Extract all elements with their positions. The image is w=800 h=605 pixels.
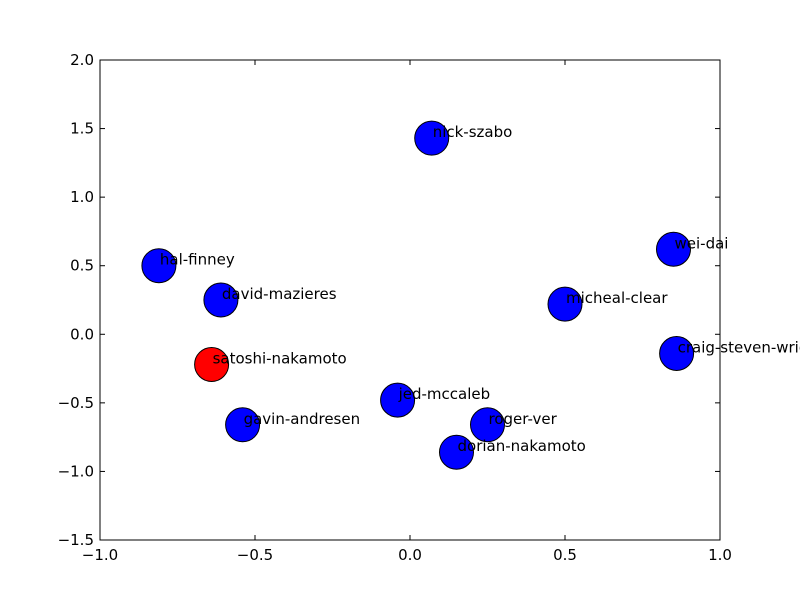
data-point-satoshi-nakamoto — [194, 346, 230, 382]
data-point-wei-dai — [656, 231, 691, 267]
y-tick-label: 0.5 — [70, 257, 94, 275]
data-point-micheal-clear — [547, 286, 583, 322]
point-label-wei-dai: wei-dai — [675, 234, 729, 252]
data-point-jed-mccaleb — [380, 382, 416, 418]
point-label-micheal-clear: micheal-clear — [566, 289, 668, 307]
y-tick-label: −0.5 — [58, 394, 94, 412]
point-label-satoshi-nakamoto: satoshi-nakamoto — [213, 349, 347, 367]
y-tick-label: −1.0 — [58, 462, 94, 480]
point-label-david-mazieres: david-mazieres — [222, 285, 337, 303]
y-tick-label: 1.0 — [70, 188, 94, 206]
data-point-craig-steven-wright — [659, 335, 695, 371]
x-tick-label: 0.0 — [398, 546, 422, 564]
y-tick-label: 1.5 — [70, 120, 94, 138]
y-tick-label: 0.0 — [70, 325, 94, 343]
x-tick-label: −0.5 — [237, 546, 273, 564]
data-point-dorian-nakamoto — [439, 434, 474, 470]
data-point-gavin-andresen — [225, 407, 261, 443]
point-label-gavin-andresen: gavin-andresen — [244, 410, 361, 428]
data-point-nick-szabo — [414, 120, 450, 156]
point-label-hal-finney: hal-finney — [160, 251, 235, 269]
x-axis: −1.0 −0.5 0.0 0.5 1.0 — [82, 60, 732, 564]
point-label-craig-steven-wright: craig-steven-wright — [678, 338, 800, 356]
point-label-jed-mccaleb: jed-mccaleb — [398, 385, 491, 403]
data-point-hal-finney — [141, 248, 177, 284]
data-point-roger-ver — [470, 407, 505, 443]
data-point-david-mazieres — [203, 282, 239, 318]
y-tick-label: −1.5 — [58, 531, 94, 549]
point-label-nick-szabo: nick-szabo — [433, 123, 513, 141]
x-tick-label: 0.5 — [553, 546, 577, 564]
point-labels-layer: nick-szabo wei-dai hal-finney david-maziere… — [160, 123, 800, 455]
y-tick-label: 2.0 — [70, 51, 94, 69]
point-label-dorian-nakamoto: dorian-nakamoto — [458, 437, 586, 455]
point-label-roger-ver: roger-ver — [489, 410, 558, 428]
y-axis: −1.5 −1.0 −0.5 0.0 0.5 1.0 1.5 2.0 — [58, 51, 720, 549]
x-tick-label: 1.0 — [708, 546, 732, 564]
x-tick-label: −1.0 — [82, 546, 118, 564]
points-layer — [141, 120, 695, 470]
